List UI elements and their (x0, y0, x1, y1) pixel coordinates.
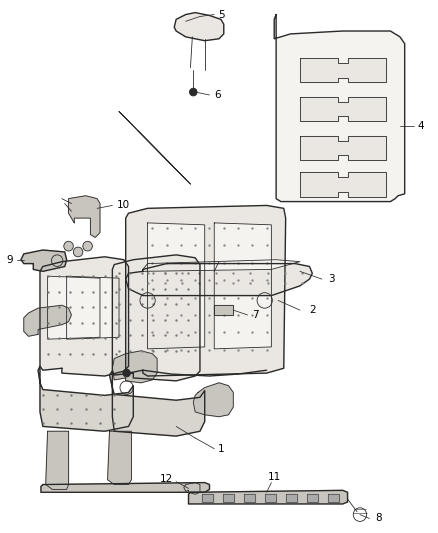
Polygon shape (110, 371, 205, 436)
Text: 7: 7 (252, 310, 258, 320)
Text: 10: 10 (117, 200, 131, 211)
Polygon shape (193, 383, 233, 417)
Polygon shape (41, 482, 209, 492)
Polygon shape (300, 58, 385, 83)
Polygon shape (174, 13, 224, 41)
Text: 2: 2 (309, 305, 316, 315)
Polygon shape (300, 97, 385, 121)
Circle shape (83, 241, 92, 251)
Polygon shape (21, 250, 67, 271)
Text: 11: 11 (268, 472, 281, 482)
Polygon shape (300, 136, 385, 160)
Circle shape (190, 88, 197, 96)
Polygon shape (274, 14, 405, 201)
Polygon shape (46, 431, 69, 489)
Polygon shape (184, 482, 200, 494)
Text: 6: 6 (215, 90, 221, 100)
Polygon shape (300, 173, 385, 197)
Polygon shape (138, 131, 191, 184)
Polygon shape (108, 431, 131, 484)
Polygon shape (214, 305, 233, 315)
Text: 12: 12 (160, 474, 173, 484)
Polygon shape (113, 351, 157, 383)
Circle shape (123, 369, 131, 377)
Circle shape (73, 247, 83, 257)
Polygon shape (38, 366, 133, 431)
Polygon shape (40, 257, 128, 376)
Polygon shape (223, 494, 234, 502)
Polygon shape (119, 111, 171, 165)
Polygon shape (265, 494, 276, 502)
Text: 9: 9 (6, 255, 13, 265)
Polygon shape (113, 255, 200, 381)
Polygon shape (143, 260, 300, 271)
Text: 1: 1 (218, 443, 224, 454)
Text: 3: 3 (328, 274, 335, 284)
Polygon shape (48, 276, 100, 339)
Polygon shape (188, 490, 347, 504)
Polygon shape (244, 494, 255, 502)
Polygon shape (202, 494, 213, 502)
Circle shape (64, 241, 73, 251)
Polygon shape (24, 305, 71, 336)
Polygon shape (126, 264, 312, 296)
Polygon shape (214, 223, 272, 349)
Polygon shape (328, 494, 339, 502)
Polygon shape (307, 494, 318, 502)
Text: 5: 5 (219, 10, 225, 20)
Polygon shape (69, 196, 100, 237)
Polygon shape (286, 494, 297, 502)
Text: 4: 4 (417, 121, 424, 131)
Polygon shape (67, 276, 119, 339)
Text: 8: 8 (376, 513, 382, 523)
Polygon shape (148, 223, 205, 349)
Polygon shape (126, 205, 286, 376)
